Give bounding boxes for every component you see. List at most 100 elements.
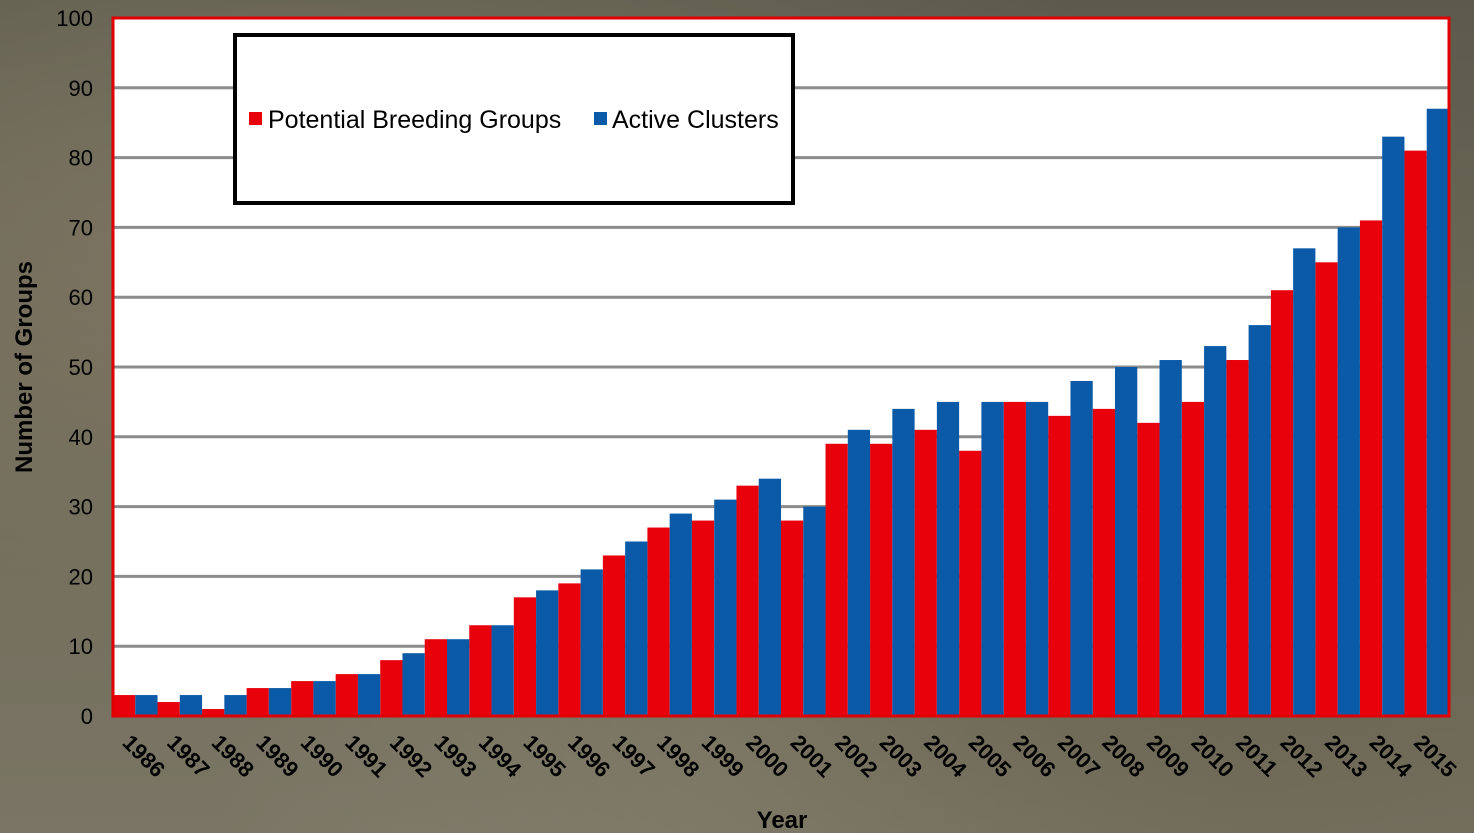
legend: Potential Breeding Groups Active Cluster… [233,33,795,205]
x-tick-label: 2000 [741,730,793,782]
bar-active-clusters-1992 [402,653,425,716]
bar-active-clusters-2007 [1070,380,1093,716]
x-tick-label: 2009 [1142,730,1194,782]
x-tick-label: 2001 [786,730,838,782]
bar-potential-breeding-groups-1988 [202,709,225,716]
bar-active-clusters-1999 [714,499,737,716]
x-tick-label: 2011 [1231,730,1282,781]
x-tick-label: 1995 [519,730,571,782]
x-tick-label: 1998 [652,730,704,782]
legend-swatch-potential-breeding-groups [249,112,262,125]
bar-active-clusters-2011 [1248,325,1271,716]
y-tick-label: 10 [69,634,93,659]
bar-potential-breeding-groups-1989 [246,688,269,716]
bar-potential-breeding-groups-2011 [1226,360,1249,716]
bar-active-clusters-1989 [268,688,292,716]
legend-swatch-active-clusters [594,112,607,125]
bar-potential-breeding-groups-1996 [558,583,581,716]
x-tick-label: 2004 [919,730,972,783]
bar-potential-breeding-groups-1995 [513,597,537,716]
x-tick-label: 2010 [1187,730,1239,782]
bar-active-clusters-2015 [1426,108,1449,717]
x-tick-label: 1993 [429,730,481,782]
bar-potential-breeding-groups-1999 [691,520,715,716]
bar-active-clusters-1988 [224,695,247,716]
bar-active-clusters-1995 [536,590,559,716]
bar-potential-breeding-groups-1998 [647,527,670,716]
x-tick-label: 1989 [251,730,303,782]
bar-active-clusters-2006 [1025,401,1049,716]
legend-box [233,33,795,205]
bar-potential-breeding-groups-2001 [781,520,804,716]
y-axis-ticks: 0 10 20 30 40 50 60 70 80 90 100 [56,6,93,729]
x-tick-label: 2007 [1053,730,1105,782]
x-tick-label: 1999 [697,730,749,782]
bar-potential-breeding-groups-2004 [914,429,937,716]
bar-active-clusters-2002 [847,429,871,716]
y-tick-label: 90 [69,76,93,101]
x-tick-label: 1986 [118,730,170,782]
legend-label-potential-breeding-groups: Potential Breeding Groups [268,106,561,134]
y-tick-label: 0 [81,704,93,729]
bar-potential-breeding-groups-1991 [335,674,358,716]
bar-active-clusters-2012 [1293,248,1316,716]
bar-potential-breeding-groups-2002 [825,443,848,716]
bar-active-clusters-1996 [580,569,603,716]
bar-potential-breeding-groups-1990 [291,681,314,716]
bar-active-clusters-1997 [625,541,648,716]
x-tick-label: 2012 [1276,730,1328,782]
x-tick-label: 2015 [1409,730,1461,782]
bar-active-clusters-1987 [179,695,203,716]
bar-potential-breeding-groups-2010 [1181,401,1205,716]
bar-active-clusters-1991 [357,674,381,716]
bar-potential-breeding-groups-2008 [1092,408,1115,716]
y-tick-label: 60 [69,285,93,310]
bar-potential-breeding-groups-2003 [870,443,893,716]
bar-potential-breeding-groups-2015 [1404,150,1427,716]
x-axis-title: Year [757,807,808,833]
bar-active-clusters-2009 [1159,360,1182,716]
x-tick-label: 2005 [964,730,1016,782]
bar-active-clusters-2000 [758,478,781,716]
x-axis-ticks: 1986198719881989199019911992199319941995… [118,730,1462,783]
bar-active-clusters-2004 [936,401,960,716]
bar-active-clusters-2003 [892,408,915,716]
bar-potential-breeding-groups-2007 [1048,415,1071,716]
bar-potential-breeding-groups-1997 [602,555,626,716]
x-tick-label: 1997 [608,730,660,782]
x-tick-label: 2002 [830,730,882,782]
x-tick-label: 1987 [162,730,214,782]
x-tick-label: 2006 [1008,730,1060,782]
bar-active-clusters-1993 [447,639,470,716]
bar-potential-breeding-groups-2000 [736,485,759,716]
x-tick-label: 2014 [1365,730,1418,783]
bar-potential-breeding-groups-2014 [1359,220,1383,717]
bar-potential-breeding-groups-2009 [1137,422,1160,716]
bar-potential-breeding-groups-2013 [1315,262,1338,716]
bar-active-clusters-1998 [669,513,692,716]
bar-active-clusters-2010 [1204,346,1227,716]
y-tick-label: 30 [69,495,93,520]
bar-active-clusters-1994 [491,625,514,716]
bar-potential-breeding-groups-2012 [1270,290,1294,716]
bar-potential-breeding-groups-1986 [113,695,136,716]
bar-active-clusters-1990 [313,681,336,716]
y-tick-label: 80 [69,146,93,171]
y-tick-label: 20 [69,564,93,589]
bars [113,108,1449,717]
y-axis-title: Number of Groups [11,261,38,473]
legend-label-active-clusters: Active Clusters [612,106,779,134]
bar-potential-breeding-groups-1993 [424,639,447,716]
x-tick-label: 1990 [296,730,348,782]
y-tick-label: 70 [69,215,93,240]
bar-potential-breeding-groups-2005 [959,450,982,716]
x-tick-label: 2003 [875,730,927,782]
x-tick-label: 1988 [207,730,259,782]
bar-potential-breeding-groups-1994 [469,625,492,716]
bar-active-clusters-2014 [1382,136,1405,716]
bar-active-clusters-2001 [803,506,826,716]
bar-active-clusters-2013 [1337,227,1360,716]
bar-active-clusters-2008 [1115,367,1138,716]
x-tick-label: 1996 [563,730,615,782]
bar-potential-breeding-groups-1992 [380,660,403,716]
